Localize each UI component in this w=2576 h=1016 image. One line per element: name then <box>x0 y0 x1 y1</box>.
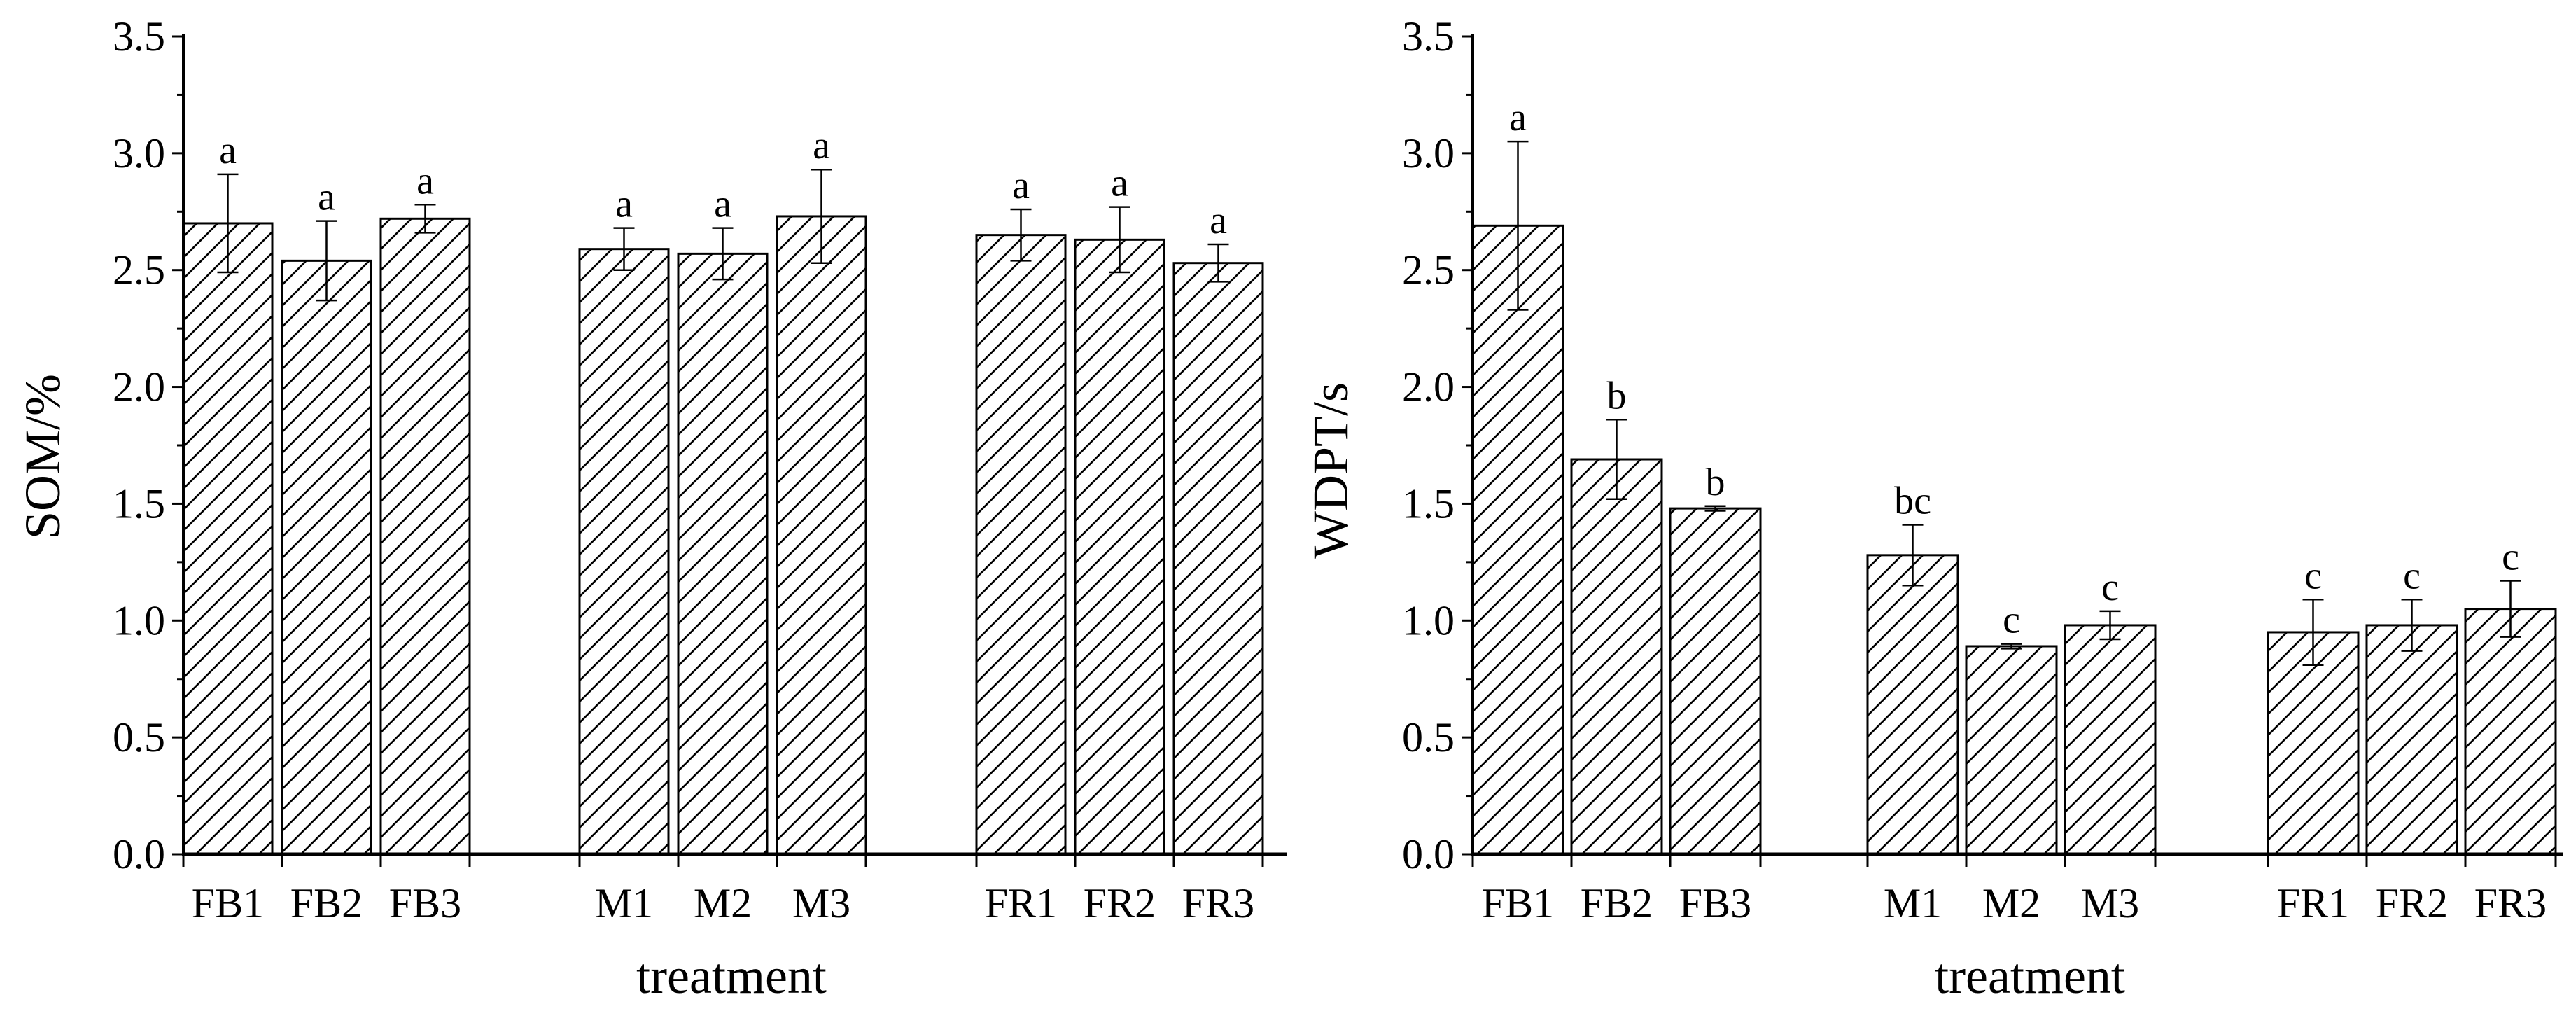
x-tick-label-m1: M1 <box>1884 880 1942 926</box>
bar-m1 <box>578 248 670 856</box>
significance-label-m1: bc <box>1894 479 1931 522</box>
y-tick-label: 2.0 <box>1402 364 1455 410</box>
bar-fb2 <box>281 259 372 856</box>
y-tick-label: 2.5 <box>113 247 165 293</box>
significance-label-fr2: c <box>2403 554 2421 597</box>
significance-label-m2: c <box>2003 599 2020 642</box>
x-tick-label-fr2: FR2 <box>1084 880 1156 926</box>
som-chart: SOM/% treatment 0.0 0.5 1.0 1.5 2.0 2.5 3.0 3.5… <box>15 13 1287 1004</box>
y-tick-label: 3.0 <box>1402 130 1455 176</box>
significance-label-m3: a <box>813 124 830 167</box>
y-tick-label: 1.0 <box>113 597 165 643</box>
y-axis-title: SOM/% <box>15 374 71 539</box>
x-tick-label-m2: M2 <box>694 880 752 926</box>
y-tick-label: 3.5 <box>113 13 165 60</box>
x-tick-label-fb3: FB3 <box>389 880 461 926</box>
x-tick-label-fr3: FR3 <box>1182 880 1254 926</box>
bar-fb1 <box>1471 224 1564 856</box>
significance-label-fr1: c <box>2304 554 2322 597</box>
x-axis-title: treatment <box>636 948 827 1004</box>
bar-fr1 <box>975 234 1067 856</box>
x-tick-label-m2: M2 <box>1982 880 2040 926</box>
bar-fr2 <box>1074 238 1166 856</box>
bar-fb2 <box>1570 458 1663 856</box>
bar-fb3 <box>379 217 471 856</box>
x-tick-label-fb3: FB3 <box>1679 880 1751 926</box>
bar-fb1 <box>182 222 274 856</box>
y-axis-title: WDPT/s <box>1303 382 1359 559</box>
bar-fr2 <box>2365 624 2458 856</box>
x-tick-label-fb1: FB1 <box>1482 880 1554 926</box>
x-tick-label-fb2: FB2 <box>290 880 363 926</box>
y-tick-label: 2.5 <box>1402 247 1455 293</box>
y-tick-label: 0.5 <box>1402 714 1455 760</box>
significance-label-fb3: a <box>416 159 434 202</box>
bar-fr3 <box>2464 608 2557 856</box>
significance-label-fb2: a <box>318 176 335 219</box>
y-tick-label: 0.5 <box>113 714 165 760</box>
significance-label-fr3: c <box>2502 536 2519 579</box>
significance-label-fr1: a <box>1012 164 1030 207</box>
significance-label-fb3: b <box>1706 461 1726 504</box>
y-tick-label: 1.0 <box>1402 597 1455 643</box>
bar-m1 <box>1866 554 1959 856</box>
x-tick-label-fb1: FB1 <box>192 880 264 926</box>
y-tick-label: 2.0 <box>113 364 165 410</box>
x-tick-label-fr1: FR1 <box>985 880 1057 926</box>
x-tick-label-m1: M1 <box>595 880 653 926</box>
significance-label-fb2: b <box>1607 374 1627 417</box>
y-tick-label: 1.5 <box>113 480 165 527</box>
x-tick-label-m3: M3 <box>2081 880 2139 926</box>
significance-label-fb1: a <box>219 129 237 172</box>
bar-m3 <box>2064 624 2157 856</box>
y-tick-label: 0.0 <box>113 831 165 877</box>
significance-label-fb1: a <box>1509 96 1527 139</box>
bar-m3 <box>776 215 867 856</box>
bar-m2 <box>677 252 769 856</box>
x-axis-title: treatment <box>1935 948 2125 1004</box>
bar-fb3 <box>1669 507 1762 856</box>
y-tick-label: 1.5 <box>1402 480 1455 527</box>
significance-label-fr2: a <box>1111 162 1128 205</box>
y-tick-label: 3.5 <box>1402 13 1455 60</box>
significance-label-m1: a <box>615 183 633 226</box>
x-tick-label-fr2: FR2 <box>2376 880 2448 926</box>
significance-label-m2: a <box>714 183 732 226</box>
wdpt-chart: WDPT/s treatment 0.0 0.5 1.0 1.5 2.0 2.5 3.0 3.… <box>1303 13 2563 1004</box>
x-tick-label-fb2: FB2 <box>1581 880 1653 926</box>
significance-label-m3: c <box>2101 566 2119 609</box>
significance-label-fr3: a <box>1210 199 1227 242</box>
bar-fr3 <box>1172 262 1264 856</box>
bar-m2 <box>1965 645 2058 856</box>
y-tick-label: 3.0 <box>113 130 165 176</box>
x-tick-label-fr1: FR1 <box>2277 880 2349 926</box>
x-tick-label-fr3: FR3 <box>2474 880 2547 926</box>
y-tick-label: 0.0 <box>1402 831 1455 877</box>
x-tick-label-m3: M3 <box>792 880 850 926</box>
